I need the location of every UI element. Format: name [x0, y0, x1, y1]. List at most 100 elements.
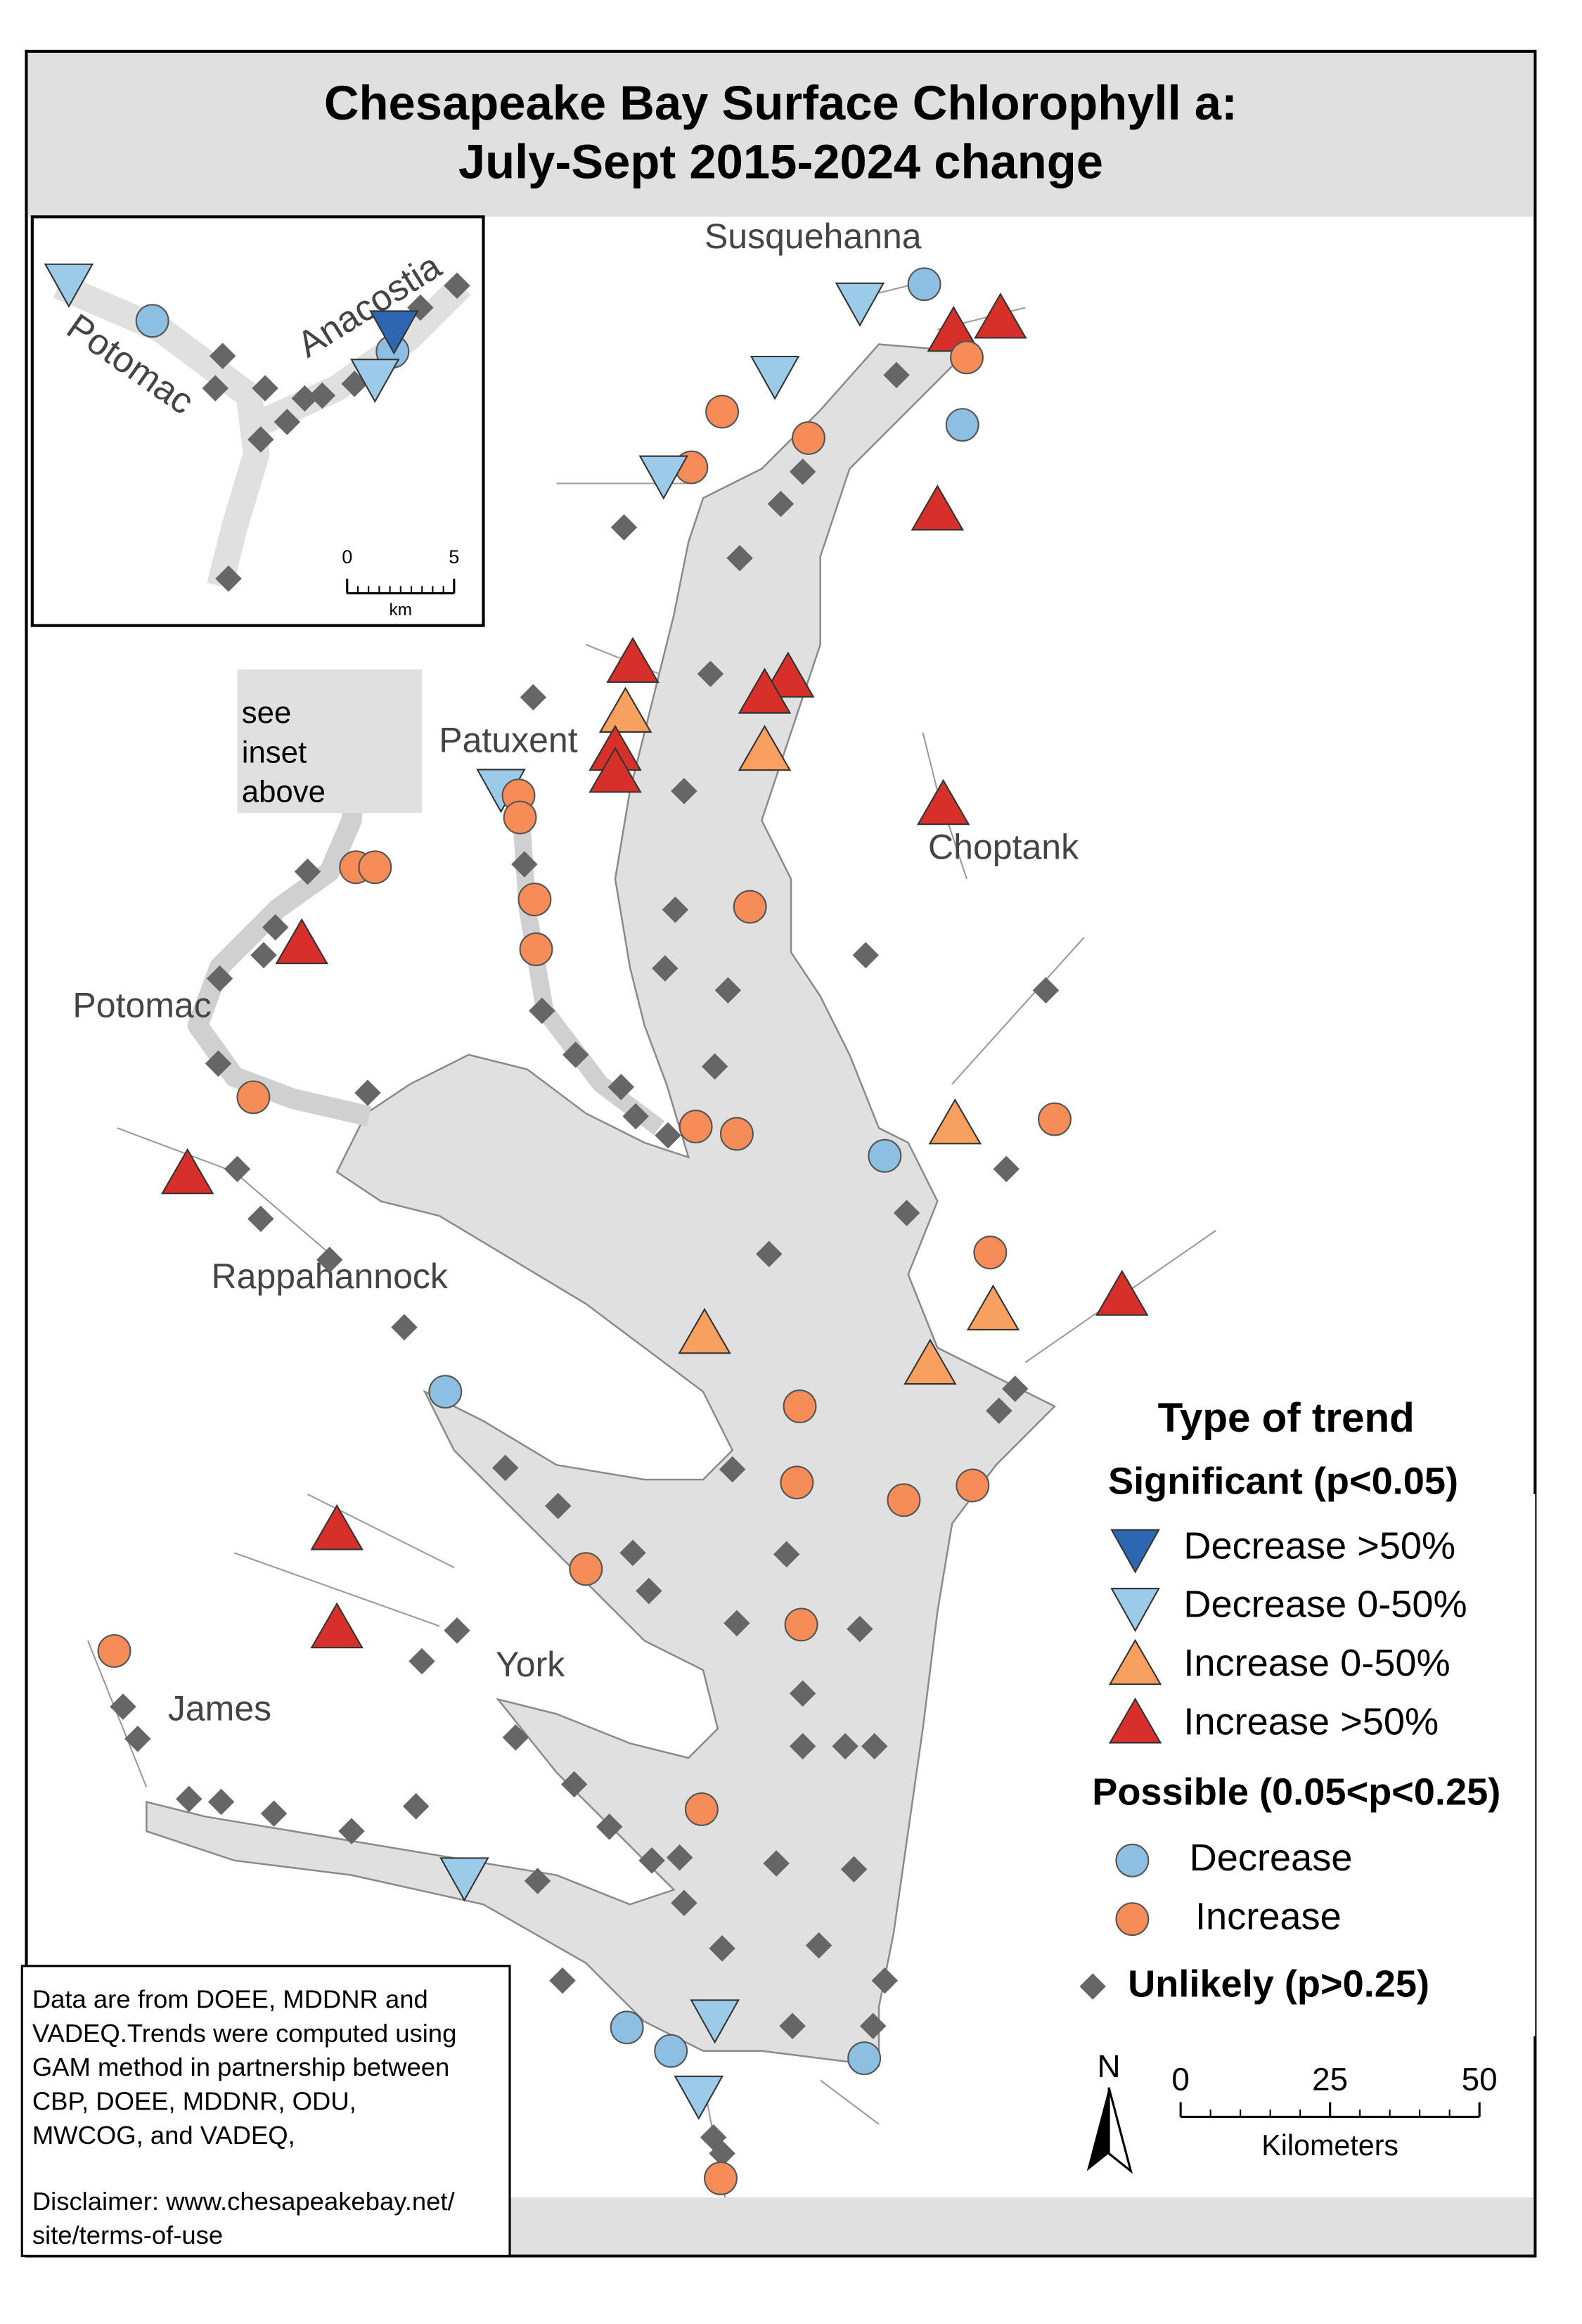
inset-note: inset [242, 735, 307, 769]
legend-label: Decrease [1190, 1837, 1353, 1879]
station-marker [789, 1733, 816, 1760]
station-marker [428, 1375, 463, 1409]
legend-heading: Significant (p<0.05) [1108, 1460, 1458, 1503]
station-marker [202, 375, 229, 402]
station-marker [868, 1138, 902, 1173]
station-marker [622, 1103, 649, 1130]
station-marker [160, 1148, 214, 1195]
station-marker [724, 1610, 750, 1637]
station-marker [861, 1733, 888, 1760]
station-marker [832, 1733, 858, 1760]
scale-label: 25 [1312, 2062, 1348, 2098]
station-marker [206, 965, 233, 992]
place-label: Patuxent [439, 720, 577, 759]
station-marker [391, 1314, 418, 1341]
note-line: MWCOG, and VADEQ, [32, 2121, 295, 2150]
station-marker [928, 1098, 982, 1145]
station-marker [589, 746, 642, 793]
station-marker [719, 1456, 746, 1483]
note-line: Disclaimer: www.chesapeakebay.net/ [32, 2187, 456, 2216]
legend-box [1057, 1494, 1536, 2036]
legend-label: Increase >50% [1183, 1700, 1439, 1742]
station-marker [529, 997, 555, 1025]
station-marker [358, 850, 392, 885]
station-marker [662, 897, 689, 923]
inset-note: above [242, 775, 326, 809]
station-marker [260, 1800, 288, 1827]
place-label: Potomac [72, 986, 211, 1025]
station-marker [792, 420, 825, 455]
station-marker [671, 1889, 697, 1916]
station-marker [250, 942, 277, 969]
station-marker [502, 1724, 529, 1751]
station-marker [309, 382, 336, 409]
station-marker [124, 1726, 151, 1752]
station-marker [750, 355, 800, 401]
inset-note: see [242, 695, 292, 730]
station-marker [247, 426, 274, 453]
station-marker [215, 565, 242, 592]
station-marker [275, 918, 328, 965]
bottom-band [510, 2197, 1534, 2255]
station-marker [444, 1617, 470, 1644]
station-marker [636, 1577, 662, 1605]
station-marker [674, 2075, 724, 2120]
station-marker [835, 282, 885, 327]
station-marker [247, 1205, 274, 1233]
scale-label: 0 [342, 546, 352, 567]
station-marker [684, 1792, 719, 1826]
scale-label: 0 [1171, 2062, 1190, 2098]
inset-locator [237, 669, 422, 814]
note-line: VADEQ.Trends were computed using [32, 2019, 457, 2048]
station-marker [262, 914, 289, 941]
station-marker [956, 1468, 990, 1503]
scale-label: 5 [449, 546, 459, 567]
legend-symbol [1108, 1697, 1162, 1744]
station-marker [236, 1080, 271, 1115]
station-marker [610, 2010, 644, 2045]
station-marker [780, 1465, 814, 1500]
station-marker [176, 1785, 202, 1813]
station-marker [974, 293, 1027, 339]
station-marker [492, 1454, 519, 1482]
station-marker [638, 455, 689, 500]
legend-symbol [1079, 1973, 1106, 2000]
station-marker [135, 304, 169, 338]
legend-symbol [1110, 1529, 1160, 1574]
station-marker [369, 310, 419, 355]
station-marker [402, 1793, 430, 1820]
station-marker [973, 1235, 1008, 1270]
station-marker [738, 667, 792, 714]
place-label: James [168, 1689, 271, 1728]
north-arrow-left [1086, 2087, 1110, 2171]
legend-title: Type of trend [1158, 1395, 1415, 1441]
station-marker [97, 1633, 131, 1668]
station-marker [545, 1492, 572, 1520]
legend-label: Decrease >50% [1183, 1524, 1455, 1567]
station-marker [655, 1122, 681, 1149]
place-label: Choptank [928, 828, 1079, 867]
station-marker [719, 1117, 754, 1151]
station-marker [519, 932, 553, 966]
station-marker [789, 1680, 816, 1707]
station-marker [338, 1818, 365, 1844]
station-marker [1095, 1269, 1149, 1316]
station-marker [316, 1246, 343, 1273]
station-marker [409, 1648, 435, 1675]
station-marker [207, 1788, 235, 1816]
scale-unit: Kilometers [1261, 2129, 1398, 2162]
station-marker [783, 1389, 817, 1423]
station-marker [679, 1110, 713, 1144]
station-marker [1038, 1102, 1072, 1136]
station-marker [274, 409, 301, 435]
station-marker [606, 636, 660, 683]
station-marker [966, 1284, 1020, 1330]
station-marker [503, 800, 537, 835]
station-marker [916, 778, 970, 826]
title-line: July-Sept 2015-2024 change [458, 135, 1103, 189]
station-marker [252, 375, 278, 402]
station-marker [291, 385, 319, 412]
station-marker [517, 882, 552, 917]
